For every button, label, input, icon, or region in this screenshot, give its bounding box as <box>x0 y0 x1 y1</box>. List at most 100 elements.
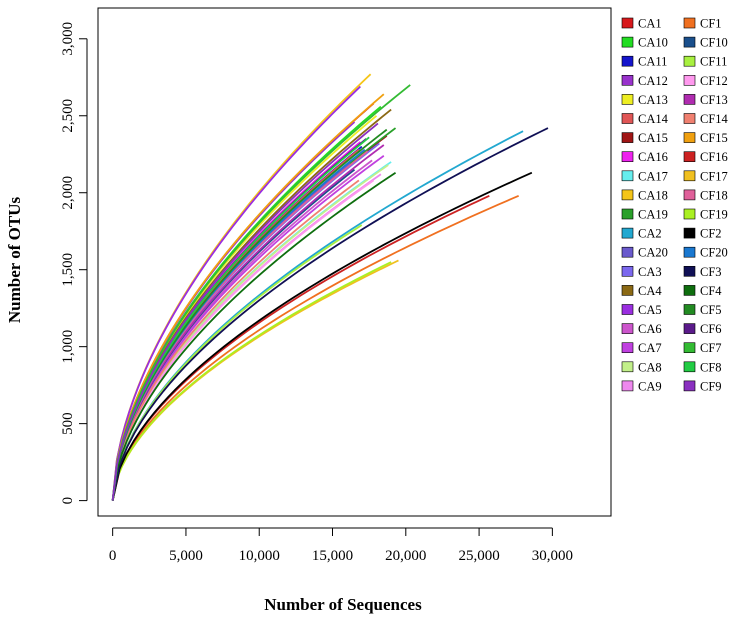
legend-swatch-ca4 <box>621 285 634 296</box>
y-tick-label: 1,500 <box>60 253 76 287</box>
y-tick-label: 2,000 <box>60 176 76 210</box>
legend-label-cf11: CF11 <box>700 55 727 69</box>
series-line-cf2 <box>111 171 533 501</box>
legend-label-cf5: CF5 <box>700 303 722 317</box>
legend-swatch-ca10 <box>621 36 634 48</box>
series-line-cf7 <box>111 84 411 501</box>
legend-label-ca9: CA9 <box>638 379 662 393</box>
legend-swatch-ca17 <box>621 170 634 182</box>
legend-label-ca15: CA15 <box>638 131 668 145</box>
legend-swatch-ca1 <box>621 17 634 29</box>
legend-label-ca5: CA5 <box>638 303 662 317</box>
y-tick-label: 0 <box>60 497 76 505</box>
legend-label-cf9: CF9 <box>700 379 722 393</box>
legend-swatch-ca11 <box>621 55 634 67</box>
legend-label-cf4: CF4 <box>700 284 722 298</box>
legend-label-cf18: CF18 <box>700 188 728 202</box>
series-line-cf9 <box>111 122 379 501</box>
x-tick-label: 0 <box>109 548 117 564</box>
legend-label-cf2: CF2 <box>700 227 722 241</box>
series-line-cf15 <box>111 93 385 501</box>
series-line-cf6 <box>111 138 367 501</box>
legend-label-ca11: CA11 <box>638 55 667 69</box>
series-line-cf3 <box>111 127 549 501</box>
series-line-cf16 <box>111 194 490 501</box>
series-line-cf13 <box>111 144 385 501</box>
legend-label-cf13: CF13 <box>700 93 728 107</box>
x-tick-label: 30,000 <box>532 548 573 564</box>
y-tick-label: 500 <box>60 412 76 435</box>
series-line-ca5 <box>111 85 361 501</box>
legend-swatch-cf2 <box>683 227 696 239</box>
y-tick-label: 3,000 <box>60 22 76 56</box>
legend-label-ca6: CA6 <box>638 322 662 336</box>
series-line-ca8 <box>111 164 389 501</box>
legend-swatch-ca18 <box>621 189 634 201</box>
legend-label-ca8: CA8 <box>638 360 662 374</box>
legend-label-ca1: CA1 <box>638 17 662 31</box>
legend-swatch-cf17 <box>683 170 696 182</box>
legend-swatch-ca16 <box>621 151 634 162</box>
y-tick-label: 2,500 <box>60 99 76 133</box>
legend-label-cf8: CF8 <box>700 360 722 374</box>
legend-label-ca12: CA12 <box>638 74 668 88</box>
x-tick-label: 20,000 <box>385 548 426 564</box>
series-line-ca7 <box>111 155 385 501</box>
legend-label-cf3: CF3 <box>700 265 722 279</box>
legend-swatch-cf14 <box>683 113 696 124</box>
legend-label-cf1: CF1 <box>700 17 722 31</box>
legend-swatch-ca5 <box>621 304 634 315</box>
legend-swatch-ca3 <box>621 265 634 277</box>
legend-swatch-cf6 <box>683 323 696 334</box>
legend-label-ca7: CA7 <box>638 341 662 355</box>
legend-label-ca2: CA2 <box>638 227 662 241</box>
legend-swatch-cf9 <box>683 380 696 392</box>
y-axis: 0 500 1,000 1,500 2,000 2,500 3,000 <box>60 22 88 505</box>
legend-swatch-ca19 <box>621 208 634 220</box>
legend-swatch-cf1 <box>683 17 696 29</box>
series-line-cf11 <box>111 224 363 501</box>
legend-label-ca16: CA16 <box>638 150 668 164</box>
legend-label-cf20: CF20 <box>700 246 728 260</box>
series-line-ca11 <box>111 145 363 501</box>
legend: CA1 CA10 CA11 CA12 CA13 CA14 CA15 CA16 CA17 CA18 C… <box>621 17 729 393</box>
legend-label-cf16: CF16 <box>700 150 728 164</box>
legend-swatch-cf13 <box>683 94 696 105</box>
legend-label-ca19: CA19 <box>638 208 668 222</box>
legend-label-ca10: CA10 <box>638 36 668 50</box>
x-axis-title: Number of Sequences <box>264 595 422 614</box>
legend-swatch-cf20 <box>683 246 696 258</box>
legend-swatch-cf15 <box>683 132 696 143</box>
legend-swatch-cf16 <box>683 151 696 162</box>
legend-swatch-cf11 <box>683 55 696 67</box>
x-axis: 0 5,000 10,000 15,000 20,000 25,000 30,000 <box>109 527 573 564</box>
legend-swatch-cf19 <box>683 208 696 220</box>
legend-swatch-cf8 <box>683 361 696 373</box>
legend-swatch-cf10 <box>683 36 696 48</box>
series-line-cf12 <box>111 179 375 501</box>
legend-swatch-cf4 <box>683 285 696 296</box>
legend-swatch-ca13 <box>621 94 634 105</box>
x-tick-label: 25,000 <box>458 548 499 564</box>
legend-swatch-cf5 <box>683 304 696 315</box>
legend-swatch-ca7 <box>621 342 634 354</box>
x-tick-label: 15,000 <box>312 548 353 564</box>
series-line-cf4 <box>111 171 397 501</box>
legend-label-ca14: CA14 <box>638 112 669 126</box>
series-line-cf1 <box>111 194 520 501</box>
series-line-ca17 <box>111 161 392 501</box>
legend-label-ca4: CA4 <box>638 284 662 298</box>
y-tick-label: 1,000 <box>60 330 76 364</box>
legend-label-cf12: CF12 <box>700 74 728 88</box>
plot-frame <box>97 7 612 517</box>
curves-group <box>111 73 549 501</box>
legend-swatch-cf18 <box>683 189 696 201</box>
legend-swatch-ca9 <box>621 380 634 392</box>
legend-swatch-ca14 <box>621 113 634 124</box>
legend-label-ca13: CA13 <box>638 93 668 107</box>
legend-label-ca20: CA20 <box>638 246 668 260</box>
legend-swatch-cf7 <box>683 342 696 354</box>
series-line-cf20 <box>111 148 366 501</box>
series-line-cf8 <box>111 136 370 501</box>
